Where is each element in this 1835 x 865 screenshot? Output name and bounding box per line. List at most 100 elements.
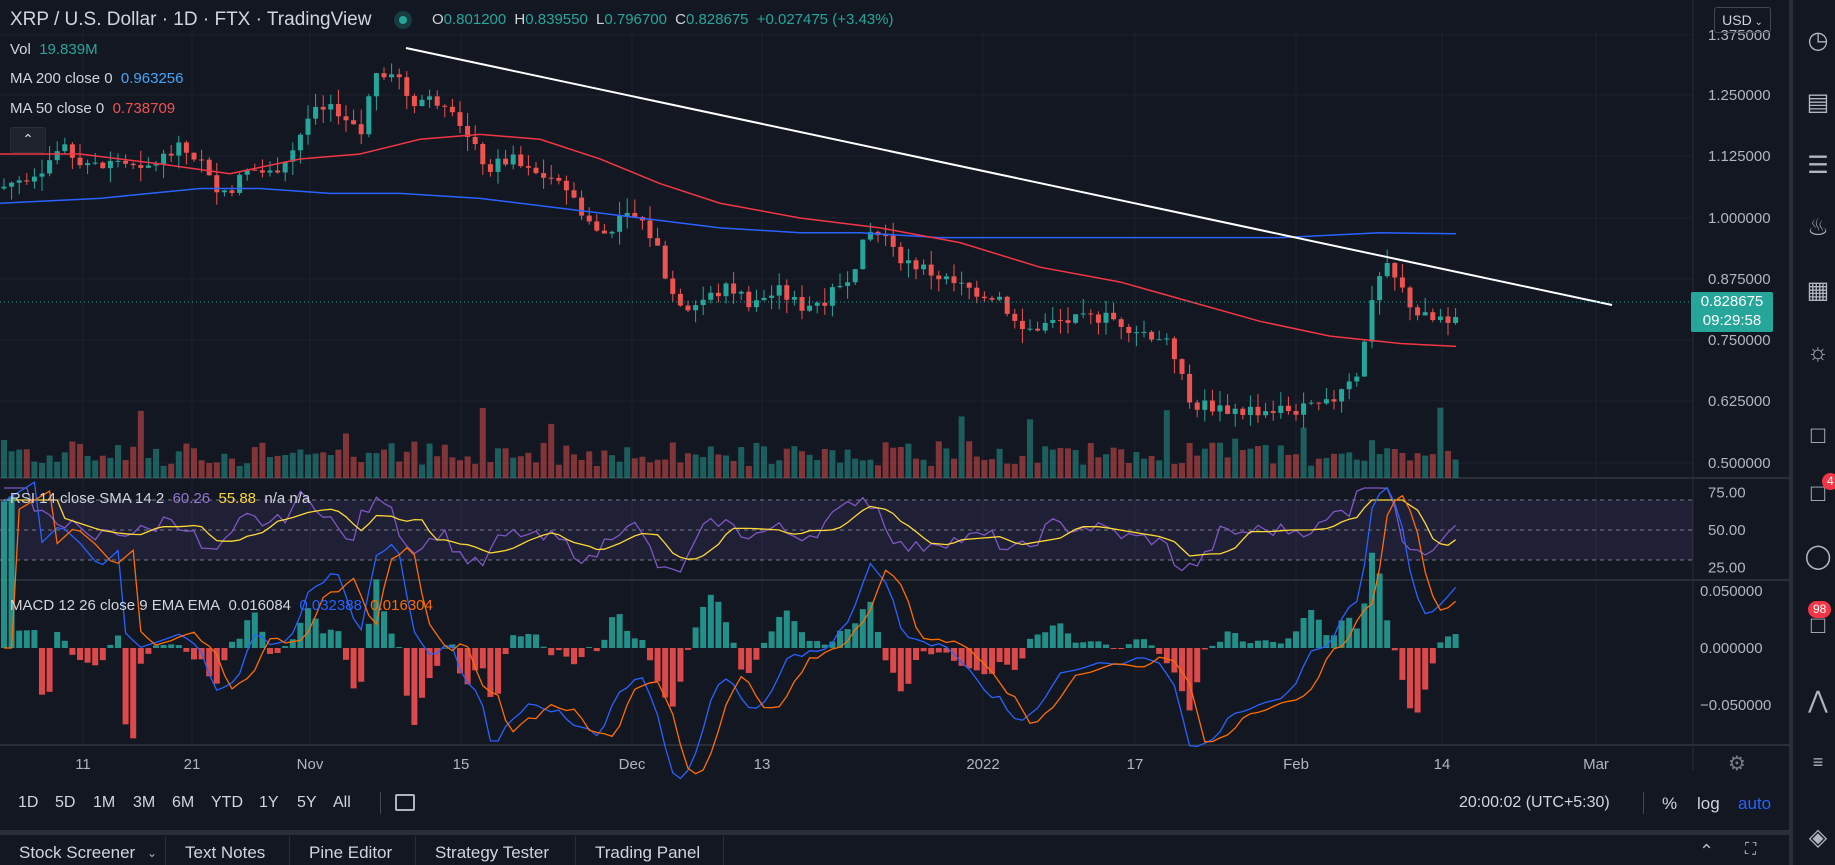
candle-body — [1301, 403, 1307, 415]
macd-histogram-bar — [229, 641, 235, 648]
time-axis-tick: Feb — [1283, 756, 1309, 773]
candle-body — [883, 235, 889, 237]
ma50-legend[interactable]: MA 50 close 0 0.738709 — [10, 100, 176, 117]
candle-body — [822, 302, 828, 306]
tab-trading-panel[interactable]: Trading Panel — [595, 843, 701, 862]
candle-body — [997, 296, 1003, 300]
ma200-legend[interactable]: MA 200 close 0 0.963256 — [10, 70, 184, 87]
timeframe-5d-button[interactable]: 5D — [55, 794, 76, 811]
candle-body — [145, 165, 151, 168]
candle-body — [723, 283, 729, 297]
log-scale-toggle[interactable]: log — [1697, 794, 1720, 813]
macd-histogram-bar — [274, 648, 281, 654]
macd-histogram-bar — [548, 648, 555, 656]
chevron-down-icon[interactable]: ⌄ — [147, 846, 158, 860]
percent-scale-toggle[interactable]: % — [1662, 794, 1678, 813]
watchlist-icon[interactable]: ▤ — [1806, 89, 1830, 116]
currency-select[interactable]: USD ⌄ — [1714, 7, 1771, 33]
rsi-sma-line — [4, 499, 1456, 560]
candle-body — [69, 144, 75, 158]
volume-bar — [738, 447, 745, 478]
macd-histogram-bar — [464, 648, 471, 685]
collapse-legend-button[interactable]: ⌃ — [10, 127, 46, 153]
tab-stock-screener[interactable]: Stock Screener — [19, 843, 136, 862]
volume-bar — [206, 463, 213, 478]
messages-icon[interactable]: □ — [1810, 612, 1826, 639]
volume-bar — [662, 459, 669, 478]
macd-histogram-bar — [844, 629, 851, 648]
volume-bar — [305, 454, 311, 478]
volume-bar — [122, 460, 129, 478]
symbol-title[interactable]: XRP / U.S. Dollar · 1D · FTX · TradingVi… — [10, 9, 372, 30]
ideas-icon[interactable]: ☼ — [1807, 339, 1829, 366]
candle-body — [16, 180, 22, 183]
layers-icon[interactable]: ⋀ — [1808, 687, 1828, 714]
volume-bar — [396, 461, 403, 478]
candle-body — [867, 231, 873, 240]
maximize-icon[interactable]: ⛶ — [1745, 841, 1757, 858]
volume-bar — [533, 462, 539, 478]
chart-settings-gear-icon[interactable]: ⚙ — [1728, 753, 1746, 775]
volume-bar — [1338, 453, 1345, 478]
drawings-layers-icon[interactable]: ◈ — [1808, 824, 1828, 851]
volume-bar — [578, 459, 585, 478]
help-icon[interactable]: ◯ — [1804, 543, 1832, 570]
rsi-legend[interactable]: RSI 14 close SMA 14 2 60.26 55.88 n/a n/… — [10, 490, 311, 507]
macd-histogram-bar — [776, 616, 783, 648]
alarm-clock-icon[interactable]: ◷ — [1807, 27, 1829, 54]
clock-timezone[interactable]: 20:00:02 (UTC+5:30) — [1459, 794, 1610, 811]
object-tree-icon[interactable]: ≡ — [1812, 752, 1824, 772]
chat-icon[interactable]: □ — [1810, 422, 1826, 449]
macd-histogram-bar — [1011, 648, 1018, 670]
tab-pine-editor[interactable]: Pine Editor — [309, 843, 393, 862]
macd-histogram-bar — [1262, 640, 1269, 648]
volume-legend[interactable]: Vol 19.839M — [10, 41, 98, 58]
volume-bar — [1049, 449, 1056, 478]
timeframe-1d-button[interactable]: 1D — [18, 794, 39, 811]
candle-body — [1179, 359, 1185, 374]
candle-body — [290, 150, 296, 162]
tab-text-notes[interactable]: Text Notes — [185, 843, 266, 862]
macd-histogram-bar — [707, 594, 714, 648]
macd-histogram-bar — [989, 648, 995, 674]
candle-body — [92, 162, 98, 164]
timeframe-6m-button[interactable]: 6M — [172, 794, 195, 811]
candle-body — [655, 238, 661, 246]
volume-bar — [244, 463, 251, 478]
candle-body — [1278, 405, 1284, 413]
auto-scale-toggle[interactable]: auto — [1738, 794, 1772, 813]
timeframe-5y-button[interactable]: 5Y — [297, 794, 317, 811]
macd-histogram-bar — [457, 648, 463, 674]
macd-legend[interactable]: MACD 12 26 close 9 EMA EMA 0.016084 0.03… — [10, 597, 433, 614]
candle-body — [837, 285, 843, 288]
timeframe-all-button[interactable]: All — [333, 794, 351, 811]
timeframe-1y-button[interactable]: 1Y — [259, 794, 279, 811]
volume-bar — [1308, 465, 1315, 478]
candle-body — [123, 160, 129, 164]
chevron-up-icon[interactable]: ⌃ — [1699, 841, 1715, 861]
hotlist-icon[interactable]: ♨ — [1807, 214, 1829, 241]
macd-histogram-bar — [669, 648, 676, 707]
notifications-icon[interactable]: □ — [1810, 480, 1826, 507]
timeframe-1m-button[interactable]: 1M — [93, 794, 116, 811]
calendar-icon[interactable]: ▦ — [1806, 277, 1830, 304]
volume-bar — [1201, 448, 1208, 478]
timeframe-ytd-button[interactable]: YTD — [211, 794, 243, 811]
macd-histogram-bar — [586, 646, 593, 648]
volume-bar — [426, 443, 433, 478]
macd-histogram-bar — [1445, 636, 1451, 648]
macd-histogram-bar — [69, 648, 76, 655]
candle-body — [487, 164, 493, 172]
volume-bar — [989, 459, 995, 478]
macd-histogram-bar — [99, 648, 106, 661]
macd-histogram-bar — [1277, 643, 1284, 648]
tab-strategy-tester[interactable]: Strategy Tester — [435, 843, 550, 862]
volume-bar — [1209, 442, 1216, 478]
data-window-icon[interactable]: ☰ — [1807, 152, 1829, 179]
volume-bar — [776, 460, 783, 478]
macd-histogram-bar — [335, 631, 342, 648]
macd-histogram-bar — [677, 648, 684, 682]
date-range-calendar-icon[interactable] — [395, 794, 415, 811]
timeframe-3m-button[interactable]: 3M — [133, 794, 156, 811]
